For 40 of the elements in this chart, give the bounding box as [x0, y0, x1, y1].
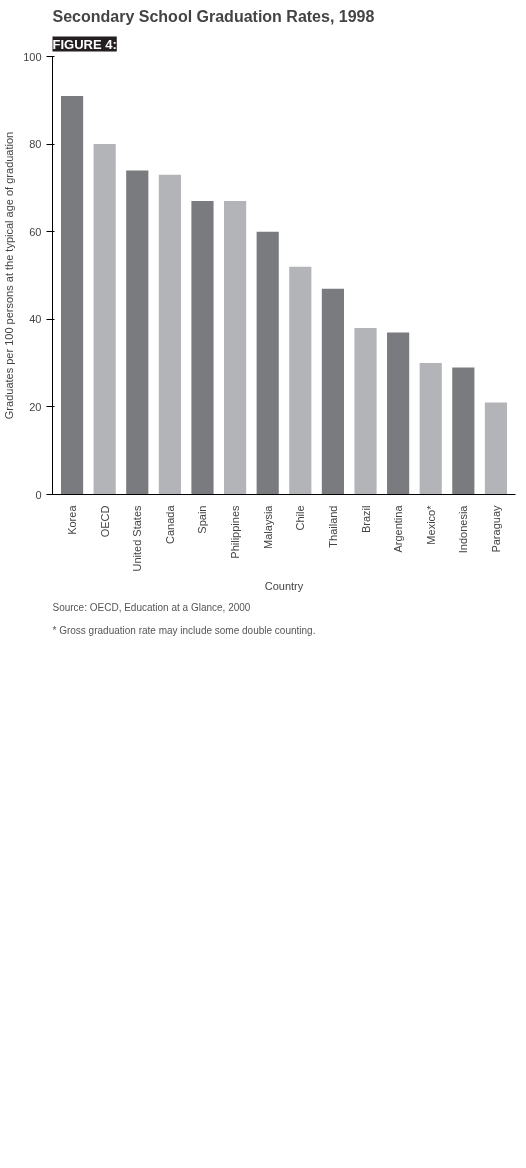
x-tick-label: Spain [196, 505, 209, 534]
bar [158, 174, 181, 495]
x-tick-label: Brazil [359, 505, 372, 534]
y-tick-label: 40 [29, 313, 42, 326]
x-tick-label: Chile [294, 505, 307, 531]
bar [256, 231, 279, 495]
bar [224, 201, 247, 495]
text: * Gross graduation rate may include some double counting. [52, 624, 316, 636]
x-tick-label: Korea [66, 504, 79, 535]
x-tick-label: Indonesia [457, 504, 470, 554]
bar [387, 332, 410, 495]
y-tick-label: 80 [29, 138, 42, 151]
source-note: Source: OECD, Education at a Glance, 2000 [52, 601, 251, 613]
x-tick-label: Argentina [392, 504, 405, 553]
bar [60, 95, 84, 495]
bar [321, 288, 344, 495]
x-tick-label: Thailand [326, 505, 339, 548]
bar [419, 363, 442, 495]
bar [126, 170, 149, 495]
y-axis-title: Graduates per 100 persons at the typical age of graduation [3, 131, 16, 420]
bar [484, 402, 508, 495]
bar [93, 144, 116, 495]
y-tick-label: 60 [29, 225, 42, 238]
y-tick-label: 0 [35, 488, 42, 501]
bar [289, 266, 312, 495]
chart-subtitle: FIGURE 4: [52, 36, 117, 52]
y-tick-label: 100 [23, 50, 42, 63]
x-tick-label: Paraguay [489, 505, 502, 553]
bar [191, 201, 214, 495]
x-tick-label: Canada [163, 504, 176, 545]
x-tick-label: Mexico* [424, 504, 437, 545]
x-tick-label: Philippines [229, 505, 242, 559]
x-tick-label: OECD [98, 505, 111, 538]
y-tick-label: 20 [29, 400, 42, 413]
x-tick-label: Malaysia [261, 504, 274, 549]
bar [354, 328, 377, 495]
chart-title: Secondary School Graduation Rates, 1998 [52, 7, 375, 25]
x-axis-title: Country [264, 579, 304, 592]
bar [452, 367, 475, 495]
x-tick-label: United States [131, 505, 144, 572]
